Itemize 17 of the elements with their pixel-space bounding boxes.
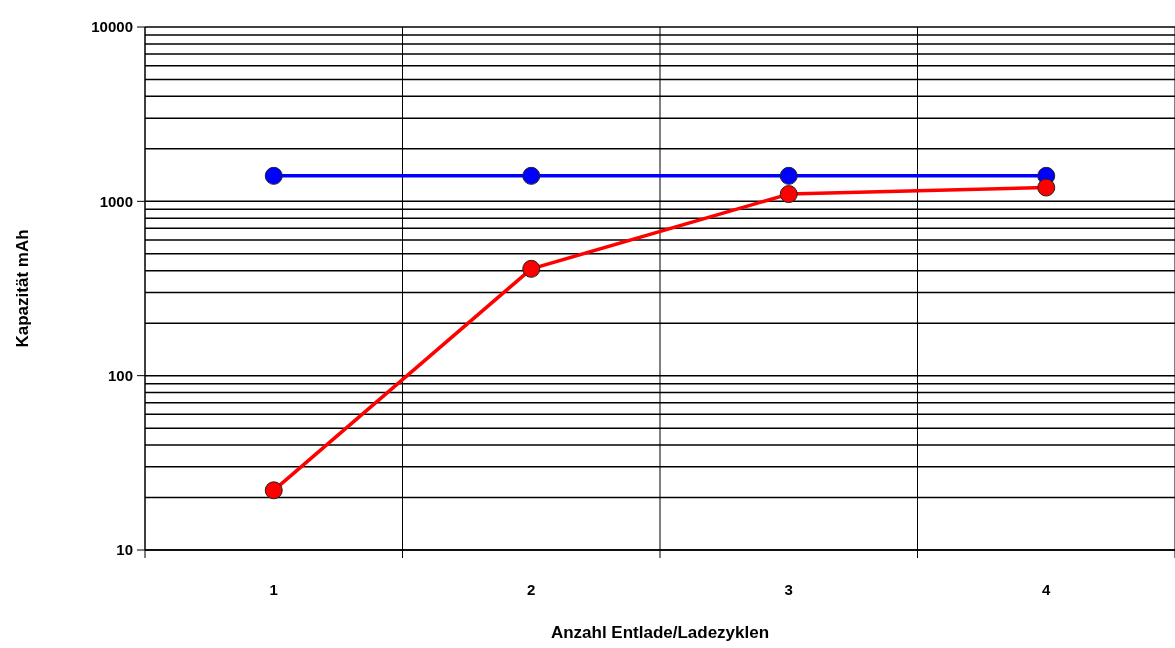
x-tick-label: 1 (269, 581, 278, 598)
y-tick-label: 1000 (99, 192, 133, 210)
y-tick-label: 10 (116, 541, 133, 559)
y-tick-label: 100 (107, 366, 133, 384)
x-tick-label: 2 (527, 581, 536, 598)
point (264, 481, 283, 500)
point (522, 259, 541, 278)
y-axis-title: Kapazität mAh (13, 229, 32, 348)
y-tick-label: 10000 (91, 18, 133, 36)
x-tick-label: 4 (1042, 581, 1052, 598)
point (264, 166, 283, 185)
point (779, 185, 798, 204)
point (522, 166, 541, 185)
x-tick-label: 3 (784, 581, 793, 598)
point (779, 166, 798, 185)
x-axis-title: Anzahl Entlade/Ladezyklen (550, 623, 770, 642)
point (1037, 178, 1056, 197)
